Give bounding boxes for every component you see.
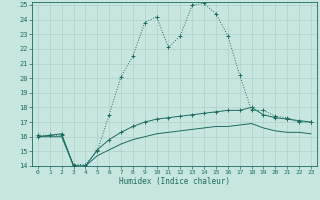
X-axis label: Humidex (Indice chaleur): Humidex (Indice chaleur) (119, 177, 230, 186)
